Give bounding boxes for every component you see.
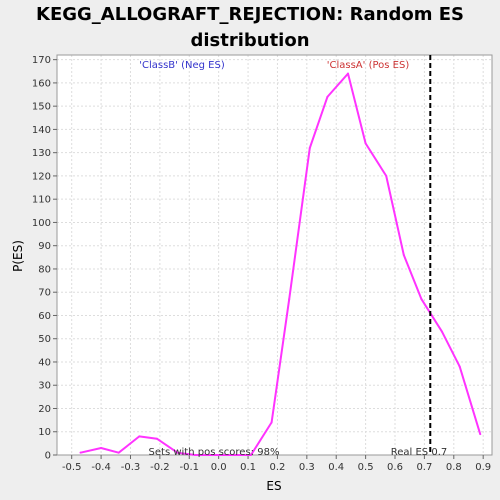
x-tick-label: 0.4 — [328, 462, 344, 473]
series-layer — [79, 72, 482, 456]
data-point — [155, 437, 158, 440]
x-tick-label: 0.9 — [475, 462, 491, 473]
data-point — [176, 451, 179, 454]
data-point — [441, 330, 444, 333]
x-tick-label: 0.7 — [416, 462, 432, 473]
data-point — [385, 174, 388, 177]
y-tick-label: 0 — [45, 451, 51, 462]
y-tick-label: 120 — [32, 171, 51, 182]
data-point — [346, 72, 349, 75]
data-point — [458, 365, 461, 368]
data-point — [326, 95, 329, 98]
x-tick-label: -0.5 — [62, 462, 82, 473]
y-axis-label: P(ES) — [11, 240, 25, 272]
data-point — [420, 298, 423, 301]
data-point — [100, 447, 103, 450]
data-point — [308, 147, 311, 150]
x-tick-label: 0.1 — [240, 462, 256, 473]
y-tick-label: 140 — [32, 125, 51, 136]
data-point — [194, 454, 197, 456]
chart-title: KEGG_ALLOGRAFT_REJECTION: Random ES dist… — [0, 2, 500, 54]
y-tick-label: 30 — [38, 381, 51, 392]
y-tick-label: 110 — [32, 195, 51, 206]
x-axis-label: ES — [266, 479, 281, 493]
data-point — [138, 435, 141, 438]
data-point — [79, 451, 82, 454]
data-point — [402, 254, 405, 256]
chart-title-line-1: KEGG_ALLOGRAFT_REJECTION: Random ES — [36, 4, 464, 25]
x-tick-label: 0.0 — [211, 462, 227, 473]
x-tick-label: 0.5 — [358, 462, 374, 473]
x-tick-label: 0.3 — [299, 462, 315, 473]
grid-layer — [57, 55, 492, 456]
y-tick-label: 40 — [38, 357, 51, 368]
data-point — [270, 421, 273, 424]
y-tick-label: 60 — [38, 311, 51, 322]
x-tick-label: -0.2 — [150, 462, 170, 473]
data-point — [249, 454, 252, 456]
real-es-label: Real ES 0.7 — [391, 447, 447, 458]
x-tick-label: -0.4 — [91, 462, 111, 473]
plot-area — [56, 54, 493, 456]
chart-title-line-2: distribution — [190, 30, 310, 51]
pos-class-label: 'ClassA' (Pos ES) — [327, 60, 410, 71]
y-tick-label: 80 — [38, 264, 51, 275]
pos-scores-annotation: Sets with pos scores: 98% — [149, 447, 280, 458]
data-point — [117, 451, 120, 454]
data-point — [232, 454, 235, 456]
x-tick-label: 0.6 — [387, 462, 403, 473]
x-tick-label: 0.8 — [446, 462, 462, 473]
y-tick-label: 70 — [38, 288, 51, 299]
tick-layer: 0 10 20 30 40 50 60 70 80 90 100 110 120 130 140 150 160… — [32, 55, 491, 473]
plot-background — [57, 55, 492, 455]
y-tick-label: 170 — [32, 55, 51, 66]
y-tick-label: 100 — [32, 218, 51, 229]
y-tick-label: 160 — [32, 78, 51, 89]
series-line — [80, 72, 482, 456]
y-tick-label: 20 — [38, 404, 51, 415]
y-tick-label: 130 — [32, 148, 51, 159]
x-tick-label: -0.1 — [180, 462, 200, 473]
y-tick-label: 150 — [32, 102, 51, 113]
data-point — [288, 298, 291, 301]
data-point — [364, 142, 367, 145]
y-tick-label: 50 — [38, 334, 51, 345]
neg-class-label: 'ClassB' (Neg ES) — [139, 60, 225, 71]
y-tick-label: 10 — [38, 427, 51, 438]
x-tick-label: -0.3 — [121, 462, 141, 473]
data-point — [214, 454, 217, 456]
x-tick-label: 0.2 — [269, 462, 285, 473]
data-point — [479, 433, 482, 436]
y-tick-label: 90 — [38, 241, 51, 252]
